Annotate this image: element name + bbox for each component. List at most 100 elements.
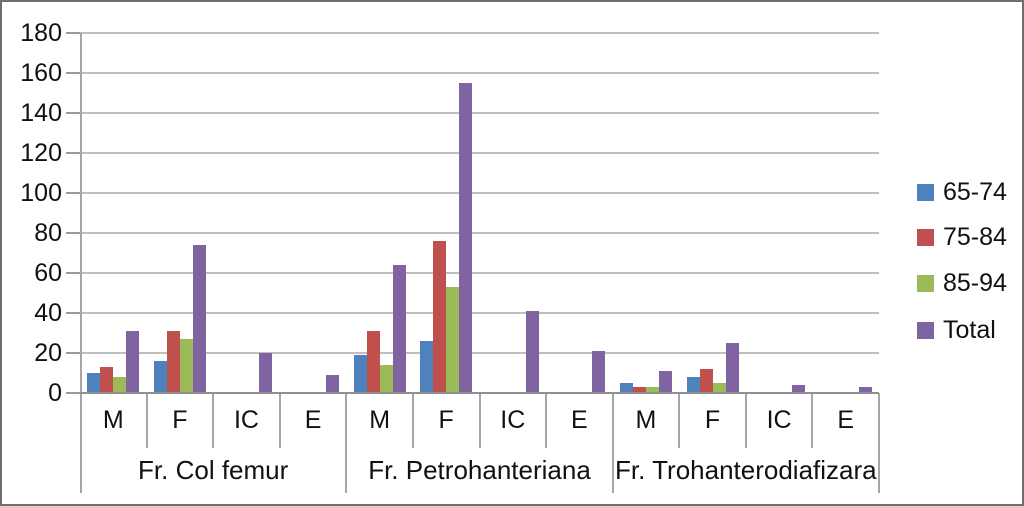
y-axis-tick (66, 392, 80, 394)
y-axis-tick-label: 120 (20, 139, 62, 167)
bar-cluster (280, 33, 347, 393)
bar-cluster (346, 33, 413, 393)
x-axis-subcategory-label: M (369, 406, 391, 434)
x-axis-subcategory-separator (145, 393, 148, 448)
y-axis-tick (66, 152, 80, 154)
legend-label: 85-94 (943, 269, 1007, 297)
legend-item-75-84: 75-84 (917, 224, 1007, 250)
y-axis-tick-label: 0 (48, 379, 62, 407)
x-axis-group-label: Fr. Petrohanteriana (368, 455, 591, 485)
gridline (80, 352, 879, 354)
bar-75-84 (632, 387, 646, 393)
bar-85-94 (113, 377, 127, 393)
x-axis-group-separator (345, 393, 348, 493)
bar-85-94 (179, 339, 193, 393)
legend-label: 65-74 (943, 178, 1007, 206)
bar-85-94 (446, 287, 460, 393)
bar-65-74 (420, 341, 434, 393)
legend-item-85-94: 85-94 (917, 270, 1007, 296)
x-axis-group-separator (611, 393, 614, 493)
bar-65-74 (686, 377, 700, 393)
y-axis-tick (66, 272, 80, 274)
bar-cluster (546, 33, 613, 393)
gridline (80, 32, 879, 34)
gridline (80, 232, 879, 234)
y-axis-tick (66, 112, 80, 114)
x-axis-subcategory-separator (411, 393, 414, 448)
legend-item-65-74: 65-74 (917, 179, 1007, 205)
y-axis-tick (66, 232, 80, 234)
y-axis-line (80, 33, 82, 493)
x-axis-subcategory-label: E (304, 406, 322, 434)
bar-65-74 (153, 361, 167, 393)
bar-Total (792, 385, 806, 393)
y-axis-tick-label: 180 (20, 19, 62, 47)
legend-label: Total (943, 316, 996, 344)
y-axis-tick-label: 80 (34, 219, 62, 247)
y-axis-tick (66, 312, 80, 314)
x-axis-subcategory-separator (545, 393, 548, 448)
legend-swatch-icon (917, 183, 934, 201)
x-axis-subcategory-label: M (102, 406, 124, 434)
legend-swatch-icon (917, 274, 934, 292)
bar-Total (592, 351, 606, 393)
y-axis-tick (66, 72, 80, 74)
bar-Total (658, 371, 672, 393)
x-axis-subcategory-label: F (438, 406, 454, 434)
y-axis-tick (66, 352, 80, 354)
x-axis-subcategory-label: M (635, 406, 657, 434)
legend-item-Total: Total (917, 317, 996, 343)
x-axis-subcategory-separator (212, 393, 215, 448)
y-axis-tick-label: 160 (20, 59, 62, 87)
bar-cluster (147, 33, 214, 393)
x-axis-subcategory-label: F (704, 406, 721, 434)
x-axis-subcategory-label: E (571, 406, 588, 434)
bar-cluster (746, 33, 813, 393)
bar-65-74 (353, 355, 367, 393)
x-axis-subcategory-label: IC (233, 406, 259, 434)
bar-75-84 (366, 331, 380, 393)
x-axis-subcategory-label: E (837, 406, 855, 434)
legend-swatch-icon (917, 321, 934, 339)
gridline (80, 272, 879, 274)
x-axis-subcategory-separator (678, 393, 681, 448)
y-axis-tick-label: 100 (20, 179, 62, 207)
bar-75-84 (100, 367, 114, 393)
y-axis-tick-label: 140 (20, 99, 62, 127)
y-axis-tick (66, 32, 80, 34)
bar-cluster (613, 33, 680, 393)
bar-Total (525, 311, 539, 393)
x-axis-subcategory-separator (811, 393, 814, 448)
bar-85-94 (379, 365, 393, 393)
bar-Total (459, 83, 473, 393)
bar-cluster (679, 33, 746, 393)
y-axis-tick-label: 60 (34, 259, 62, 287)
bar-75-84 (699, 369, 713, 393)
bar-cluster (213, 33, 280, 393)
bar-cluster (80, 33, 147, 393)
x-axis-group-label: Fr. Trohanterodiafizara (615, 455, 877, 485)
bar-65-74 (619, 383, 633, 393)
bar-75-84 (433, 241, 447, 393)
gridline (80, 72, 879, 74)
legend-label: 75-84 (943, 223, 1007, 251)
x-axis-subcategory-label: IC (766, 406, 792, 434)
y-axis-tick-label: 20 (34, 339, 62, 367)
bar-cluster (812, 33, 879, 393)
x-axis-group-separator (878, 393, 880, 493)
bar-cluster (480, 33, 547, 393)
x-axis-subcategory-separator (744, 393, 747, 448)
gridline (80, 192, 879, 194)
x-axis-subcategory-label: IC (500, 406, 526, 434)
bar-Total (858, 387, 872, 393)
bar-Total (725, 343, 739, 393)
gridline (80, 152, 879, 154)
x-axis-subcategory-separator (478, 393, 481, 448)
bar-Total (259, 353, 273, 393)
y-axis-tick-label: 40 (34, 299, 62, 327)
bar-Total (392, 265, 406, 393)
gridline (80, 112, 879, 114)
x-axis-subcategory-separator (278, 393, 281, 448)
y-axis-tick (66, 192, 80, 194)
